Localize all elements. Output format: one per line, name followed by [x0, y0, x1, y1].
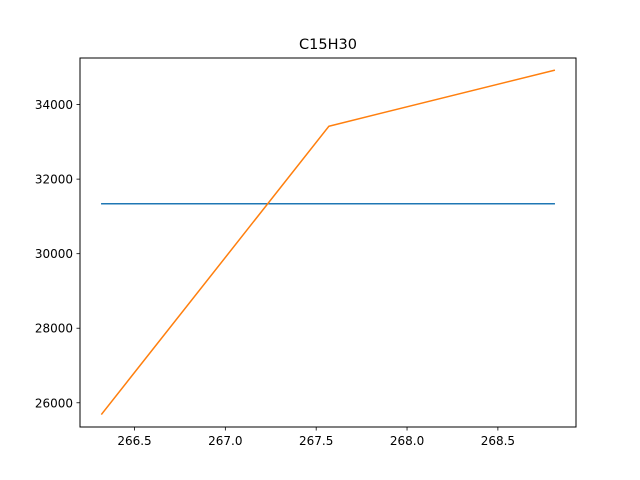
y-tick-label: 34000: [35, 98, 73, 112]
series-layer: [100, 69, 556, 416]
y-tick-label: 28000: [35, 322, 73, 336]
x-tick-label: 266.5: [117, 434, 151, 448]
x-axis: 266.5 267.0 267.5 268.0 268.5: [117, 427, 515, 448]
series-line-2: [100, 69, 556, 416]
y-tick-label: 32000: [35, 173, 73, 187]
chart-title: C15H30: [299, 37, 357, 53]
x-tick-label: 267.5: [299, 434, 333, 448]
y-tick-label: 26000: [35, 396, 73, 410]
x-tick-label: 268.0: [390, 434, 424, 448]
plot-area: [80, 58, 576, 427]
plot-frame: [79, 57, 577, 428]
y-tick-label: 30000: [35, 247, 73, 261]
x-tick-label: 267.0: [208, 434, 242, 448]
x-tick-label: 268.5: [481, 434, 515, 448]
y-axis: 26000 28000 30000 32000 34000: [35, 98, 80, 410]
